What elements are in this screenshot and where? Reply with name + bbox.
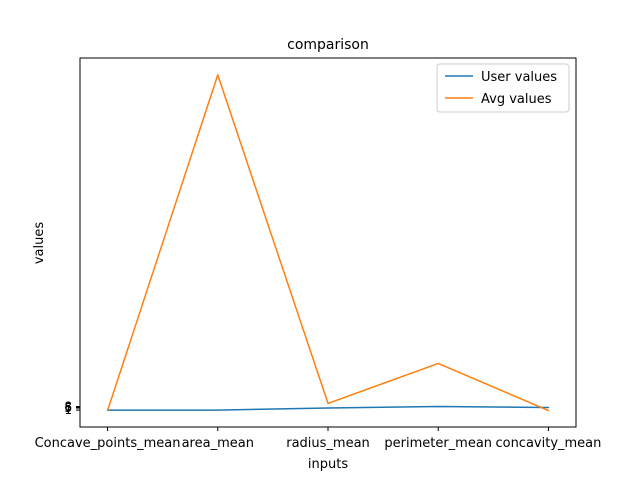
x-tick-label: perimeter_mean <box>384 436 492 451</box>
legend-label: Avg values <box>481 92 552 107</box>
x-tick-label: area_mean <box>182 436 254 451</box>
legend-label: User values <box>481 70 557 85</box>
chart-title: comparison <box>287 37 369 53</box>
y-tick-label: 6 <box>64 401 72 415</box>
y-axis-label: values <box>32 222 47 265</box>
x-tick-label: concavity_mean <box>495 436 601 451</box>
x-axis-label: inputs <box>308 457 348 472</box>
x-tick-label: radius_mean <box>286 436 370 451</box>
legend: User values Avg values <box>436 63 570 113</box>
y-tick-label: 8 <box>64 400 72 414</box>
y-tick-label: 1 <box>64 403 72 417</box>
y-tick-label: 5 <box>64 401 72 415</box>
plot-area: Concave_points_mean area_mean radius_mean p… <box>35 57 601 451</box>
x-tick-label: Concave_points_mean <box>35 436 181 451</box>
